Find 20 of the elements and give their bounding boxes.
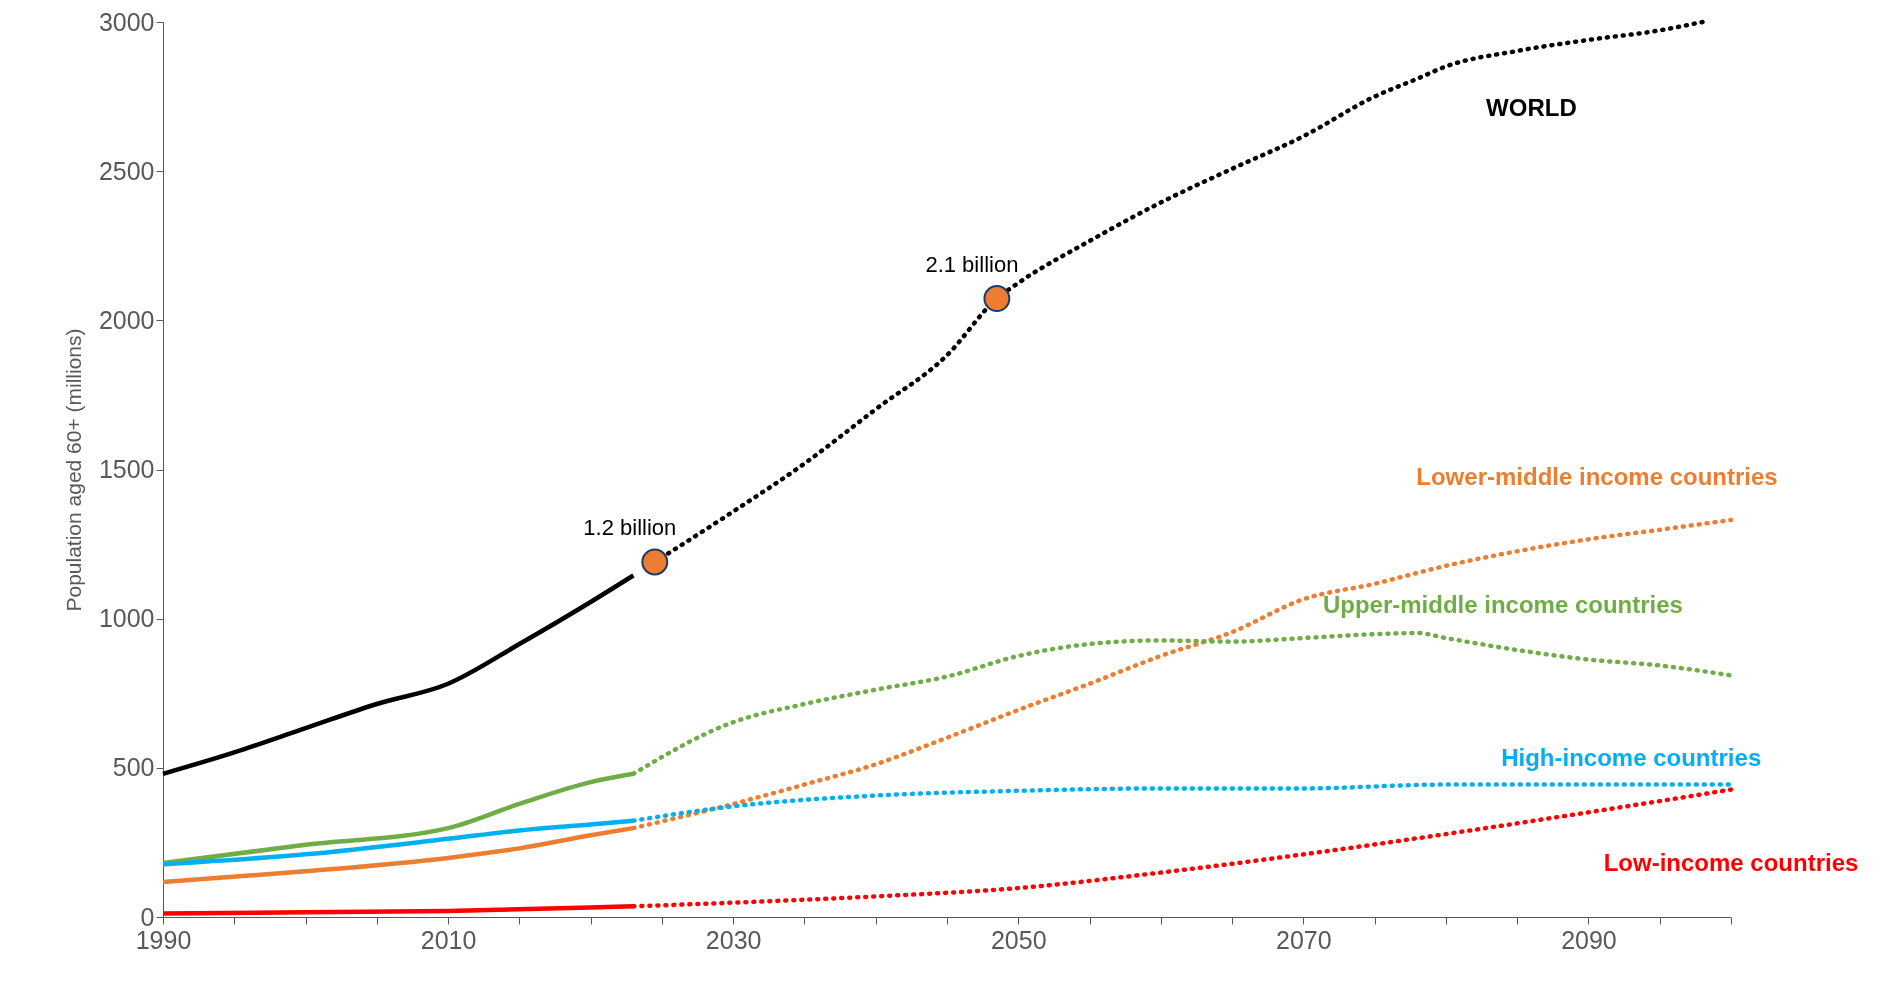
x-tick-label: 2030 (705, 925, 762, 954)
y-tick-label: 3000 (98, 7, 155, 36)
series-label: High-income countries (1501, 744, 1762, 772)
series-label: Low-income countries (1603, 849, 1859, 877)
y-tick-label: 2500 (98, 156, 155, 185)
x-tick-label: 2070 (1276, 925, 1332, 954)
x-tick-label: 2010 (420, 925, 477, 954)
text: Lower-middle income countries (1416, 463, 1778, 491)
x-tick-label: 2090 (1561, 925, 1617, 954)
annotation: 2.1 billion (925, 251, 1019, 277)
y-tick-label: 1000 (98, 604, 155, 633)
annotation: 1.2 billion (583, 514, 677, 540)
y-tick-label: 1500 (98, 455, 155, 483)
line-series (160, 573, 636, 777)
series-label: Upper-middle income countries (1322, 590, 1683, 618)
y-tick-label: 2000 (98, 305, 155, 334)
y-axis-title: Population aged 60+ (millions) (61, 328, 85, 612)
x-tick-label: 2050 (990, 925, 1047, 954)
series-label: WORLD (1486, 93, 1577, 121)
y-tick-label: 500 (112, 753, 155, 782)
